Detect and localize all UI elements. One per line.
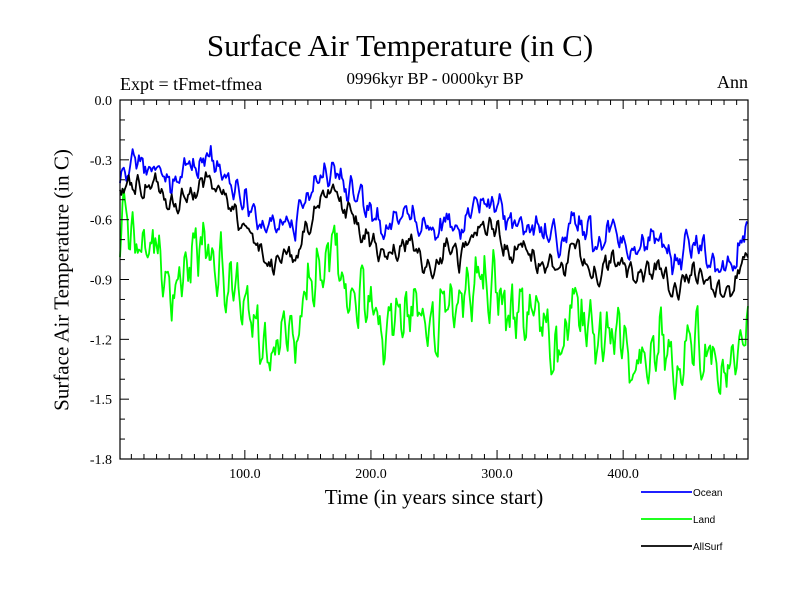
legend: Ocean Land AllSurf xyxy=(641,488,723,553)
series-layer xyxy=(119,144,749,401)
legend-label-allsurf: AllSurf xyxy=(693,542,723,553)
x-tick-label: 100.0 xyxy=(229,467,261,482)
series-line-land xyxy=(119,188,749,401)
y-tick-label: 0.0 xyxy=(95,94,113,109)
y-tick-label: -0.9 xyxy=(90,274,112,289)
chart-title: Surface Air Temperature (in C) xyxy=(206,28,594,63)
experiment-label: Expt = tFmet-tfmea xyxy=(120,74,263,94)
axis-ticks: 100.0 200.0 300.0 400.0 0.0 -0.3 -0.6 -0.9 -1.2 -… xyxy=(90,94,748,482)
y-tick-label: -1.5 xyxy=(90,393,112,408)
y-tick-label: -1.8 xyxy=(90,453,112,468)
y-tick-label: -1.2 xyxy=(90,333,112,348)
chart-subtitle: 0996kyr BP - 0000kyr BP xyxy=(346,69,524,88)
y-tick-label: -0.6 xyxy=(90,214,112,229)
y-tick-label: -0.3 xyxy=(90,154,112,169)
plot-frame xyxy=(119,99,749,460)
x-axis-label: Time (in years since start) xyxy=(324,485,544,509)
x-tick-label: 400.0 xyxy=(607,467,639,482)
legend-label-ocean: Ocean xyxy=(693,488,722,499)
series-line-allsurf xyxy=(119,171,749,301)
x-tick-label: 200.0 xyxy=(355,467,387,482)
x-tick-label: 300.0 xyxy=(481,467,513,482)
series-line-ocean xyxy=(119,144,749,276)
season-label: Ann xyxy=(717,72,748,92)
legend-label-land: Land xyxy=(693,515,715,526)
